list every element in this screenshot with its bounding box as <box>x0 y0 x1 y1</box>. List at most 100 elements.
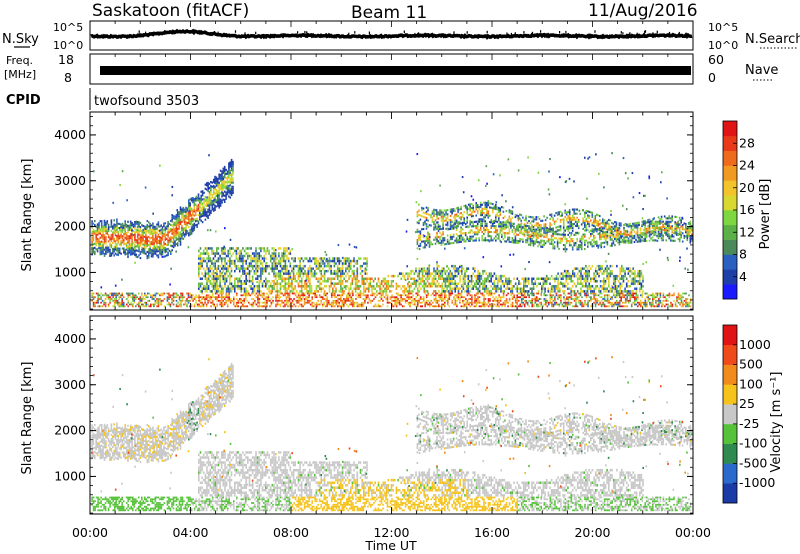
power-echo <box>452 277 455 280</box>
power-echo <box>223 194 226 197</box>
power-echo <box>537 292 540 295</box>
power-echo <box>621 296 624 299</box>
power-echo <box>416 303 419 306</box>
power-echo <box>352 301 354 304</box>
power-echo <box>225 277 228 280</box>
power-echo <box>299 285 301 288</box>
power-echo <box>563 298 565 300</box>
power-echo <box>212 269 215 273</box>
power-echo <box>288 299 291 302</box>
power-echo <box>542 287 545 290</box>
power-echo <box>104 292 107 295</box>
power-echo <box>496 290 499 293</box>
power-echo <box>543 294 546 297</box>
power-echo <box>206 247 208 250</box>
power-echo <box>157 229 160 232</box>
power-echo <box>456 274 458 278</box>
power-echo <box>424 303 426 306</box>
power-echo <box>101 305 104 308</box>
power-echo <box>216 292 218 295</box>
power-echo <box>303 303 306 306</box>
power-echo <box>552 303 555 306</box>
power-echo <box>132 296 134 299</box>
power-echo <box>247 290 249 293</box>
power-echo <box>142 251 144 254</box>
power-echo <box>281 274 283 278</box>
power-echo <box>104 305 107 308</box>
power-echo <box>471 296 473 299</box>
power-echo <box>349 262 352 265</box>
power-echo <box>416 215 419 218</box>
power-echo <box>366 287 368 290</box>
power-echo <box>261 262 264 265</box>
power-echo <box>524 290 527 293</box>
power-echo <box>135 249 138 252</box>
power-echo <box>590 290 592 293</box>
power-echo <box>363 269 365 273</box>
power-echo <box>211 262 213 265</box>
power-echo <box>237 282 239 285</box>
power-echo <box>258 254 261 258</box>
power-echo <box>278 290 280 293</box>
noise-spike <box>214 31 216 34</box>
power-echo <box>157 292 160 295</box>
power-echo <box>274 259 277 263</box>
power-echo <box>395 285 398 288</box>
power-echo <box>110 229 113 232</box>
power-echo <box>171 228 173 231</box>
power-echo <box>176 219 179 222</box>
power-echo <box>493 298 496 300</box>
power-echo <box>250 262 252 265</box>
power-echo <box>425 272 427 275</box>
power-echo <box>225 181 227 184</box>
power-echo <box>649 298 651 300</box>
power-echo <box>300 294 303 297</box>
power-echo <box>496 277 499 280</box>
power-echo <box>287 280 290 283</box>
power-echo <box>307 285 310 288</box>
power-echo <box>202 274 205 278</box>
power-echo <box>287 257 290 260</box>
power-echo <box>415 305 417 308</box>
power-echo <box>395 305 398 308</box>
power-echo <box>634 287 636 290</box>
power-echo <box>412 298 414 300</box>
power-echo <box>377 280 380 283</box>
power-echo <box>226 191 229 194</box>
power-echo <box>635 294 638 297</box>
power-echo <box>174 217 176 220</box>
power-echo <box>125 303 128 306</box>
power-echo <box>299 262 301 265</box>
power-echo <box>328 287 331 290</box>
power-echo <box>113 246 115 249</box>
power-echo <box>189 204 191 207</box>
power-echo <box>181 224 183 227</box>
power-echo <box>112 235 114 238</box>
power-echo <box>172 246 175 249</box>
power-echo <box>150 230 153 233</box>
power-echo <box>98 242 100 245</box>
power-echo <box>229 161 231 164</box>
power-echo <box>423 287 425 290</box>
power-echo <box>569 301 571 304</box>
power-echo <box>146 224 149 227</box>
power-echo <box>531 303 533 306</box>
power-echo <box>309 299 312 302</box>
power-echo <box>222 290 225 293</box>
power-echo <box>221 189 223 192</box>
power-echo <box>405 272 407 275</box>
power-echo <box>271 267 274 270</box>
power-echo <box>594 280 597 283</box>
power-echo <box>364 299 366 302</box>
power-echo <box>222 292 224 295</box>
power-echo <box>240 285 243 288</box>
power-echo <box>484 298 487 300</box>
power-echo <box>215 190 218 193</box>
power-echo <box>132 303 134 306</box>
power-echo <box>211 252 213 255</box>
power-echo <box>677 296 680 299</box>
power-echo <box>551 305 553 308</box>
power-echo <box>352 299 354 302</box>
power-echo <box>254 299 256 302</box>
power-echo <box>252 301 255 304</box>
